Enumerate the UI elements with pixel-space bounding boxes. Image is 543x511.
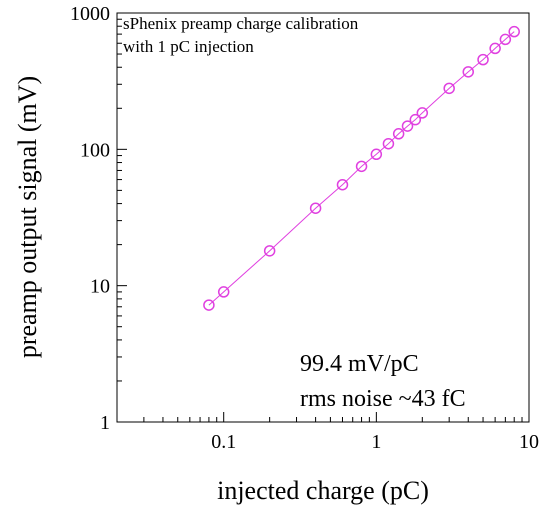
data-point — [508, 25, 520, 38]
x-tick-label: 1 — [371, 431, 381, 453]
data-point — [336, 178, 349, 191]
data-point — [416, 107, 429, 119]
data-point — [382, 137, 395, 150]
data-point — [203, 299, 215, 311]
chart-title: sPhenix preamp charge calibration — [123, 14, 359, 33]
annotation-noise: rms noise ~43 fC — [300, 386, 466, 412]
data-point — [462, 66, 475, 78]
data-point — [263, 245, 276, 257]
data-point — [401, 120, 414, 132]
series-line — [208, 31, 515, 306]
data-point — [355, 160, 368, 173]
data-point — [489, 42, 501, 55]
data-point — [392, 128, 405, 140]
y-tick-label: 100 — [80, 139, 110, 161]
data-point — [477, 53, 489, 66]
y-axis-label: preamp output signal (mV) — [13, 76, 42, 358]
tick-labels: 0.1 1 10 1 10 100 1000 — [70, 3, 539, 453]
data-point — [370, 148, 383, 161]
series-line-path — [208, 31, 515, 306]
data-point — [443, 82, 455, 95]
data-point — [217, 286, 230, 298]
data-point — [409, 113, 422, 126]
data-point — [309, 202, 322, 214]
y-tick-label: 1 — [100, 412, 110, 434]
x-tick-label: 10 — [519, 431, 539, 453]
x-tick-label: 0.1 — [211, 431, 236, 453]
x-axis-label: injected charge (pC) — [217, 476, 429, 505]
plot-frame — [116, 12, 530, 423]
y-tick-label: 1000 — [70, 3, 110, 25]
annotation-slope: 99.4 mV/pC — [300, 351, 419, 377]
data-point — [499, 33, 512, 46]
y-tick-label: 10 — [90, 276, 110, 298]
data-points — [203, 25, 520, 311]
chart-subtitle: with 1 pC injection — [123, 37, 254, 56]
axis-ticks — [116, 12, 530, 423]
